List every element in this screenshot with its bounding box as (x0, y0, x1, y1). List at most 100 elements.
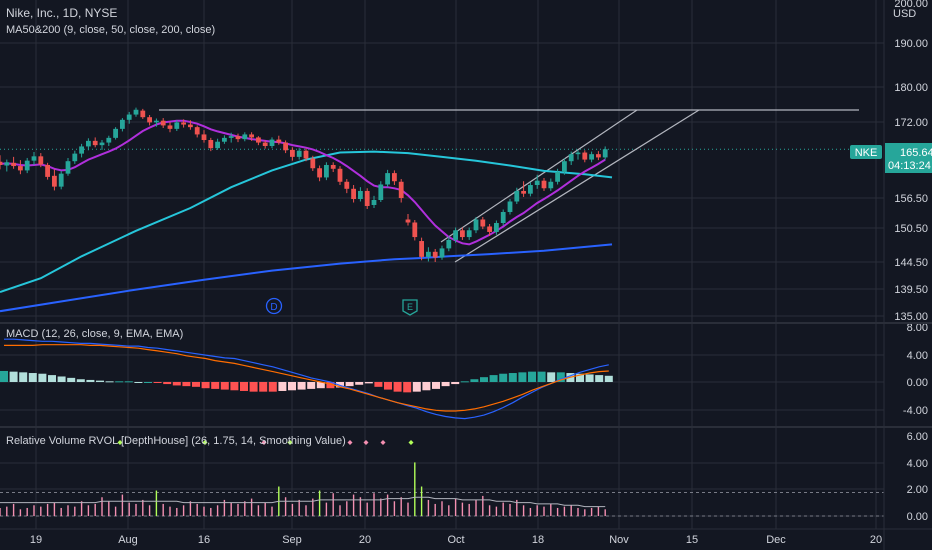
candle-body[interactable] (160, 120, 166, 126)
candle-body[interactable] (582, 152, 588, 160)
candle-body[interactable] (310, 158, 316, 169)
candle-body[interactable] (596, 154, 601, 158)
candle-body[interactable] (575, 152, 581, 155)
macd-hist-bar[interactable] (278, 382, 287, 391)
macd-hist-bar[interactable] (9, 371, 18, 382)
candle-body[interactable] (249, 134, 254, 138)
macd-hist-bar[interactable] (480, 377, 488, 382)
macd-hist-bar[interactable] (412, 382, 421, 392)
macd-hist-bar[interactable] (316, 382, 325, 389)
candle-body[interactable] (453, 230, 458, 240)
candle-body[interactable] (147, 117, 152, 123)
macd-hist-bar[interactable] (451, 382, 460, 385)
macd-hist-bar[interactable] (57, 376, 66, 382)
candle-body[interactable] (480, 219, 486, 227)
dividend-marker[interactable]: D (265, 297, 283, 315)
candle-body[interactable] (174, 122, 180, 129)
candle-body[interactable] (38, 156, 44, 165)
candle-body[interactable] (92, 140, 98, 146)
candle-body[interactable] (405, 219, 411, 223)
candle-body[interactable] (140, 110, 146, 118)
macd-hist-bar[interactable] (470, 379, 479, 382)
candle-body[interactable] (419, 241, 424, 257)
macd-indicator-label[interactable]: MACD (12, 26, close, 9, EMA, EMA) (6, 328, 183, 340)
candle-body[interactable] (58, 173, 64, 187)
macd-hist-bar[interactable] (556, 372, 565, 382)
currency-label[interactable]: USD (893, 8, 916, 20)
macd-hist-bar[interactable] (86, 379, 95, 382)
ma50-line[interactable] (0, 150, 613, 293)
macd-hist-bar[interactable] (297, 382, 306, 390)
macd-hist-bar[interactable] (230, 382, 239, 391)
ma9-line[interactable] (0, 119, 606, 246)
candle-body[interactable] (242, 134, 248, 140)
candle-body[interactable] (371, 200, 377, 205)
macd-hist-bar[interactable] (163, 382, 172, 385)
candle-body[interactable] (392, 173, 397, 182)
macd-hist-bar[interactable] (604, 375, 613, 382)
candle-body[interactable] (72, 153, 78, 162)
candle-body[interactable] (432, 251, 438, 258)
macd-hist-bar[interactable] (518, 372, 527, 382)
candle-body[interactable] (460, 230, 465, 238)
candle-body[interactable] (201, 134, 207, 140)
channel-lower-line[interactable] (454, 109, 700, 263)
macd-hist-bar[interactable] (96, 380, 104, 382)
candle-body[interactable] (521, 190, 526, 194)
candle-body[interactable] (126, 114, 132, 120)
candle-body[interactable] (113, 128, 118, 138)
candle-body[interactable] (120, 119, 125, 129)
candle-body[interactable] (106, 137, 112, 143)
candle-body[interactable] (99, 142, 105, 146)
candle-body[interactable] (446, 239, 452, 249)
macd-hist-bar[interactable] (192, 382, 200, 387)
candle-body[interactable] (337, 168, 343, 182)
ma-indicator-label[interactable]: MA50&200 (9, close, 50, close, 200, clos… (6, 24, 215, 36)
candle-body[interactable] (11, 162, 16, 167)
candle-body[interactable] (412, 222, 418, 238)
candle-body[interactable] (215, 141, 220, 149)
macd-hist-bar[interactable] (144, 382, 152, 383)
candle-body[interactable] (324, 164, 329, 178)
candle-body[interactable] (31, 156, 37, 161)
candle-body[interactable] (351, 188, 356, 199)
macd-hist-bar[interactable] (489, 375, 498, 382)
candle-body[interactable] (208, 140, 214, 149)
candle-body[interactable] (0, 161, 3, 165)
candle-body[interactable] (24, 160, 30, 171)
macd-hist-bar[interactable] (441, 382, 450, 387)
macd-hist-bar[interactable] (0, 370, 8, 382)
macd-hist-bar[interactable] (220, 382, 229, 390)
candle-body[interactable] (167, 125, 173, 129)
macd-hist-bar[interactable] (307, 382, 316, 389)
macd-hist-bar[interactable] (105, 381, 114, 383)
macd-hist-bar[interactable] (576, 373, 584, 382)
ma200-line[interactable] (0, 243, 613, 313)
macd-hist-bar[interactable] (38, 373, 47, 382)
macd-hist-bar[interactable] (288, 382, 296, 391)
candle-body[interactable] (18, 166, 23, 171)
macd-hist-bar[interactable] (460, 381, 469, 383)
macd-hist-bar[interactable] (374, 382, 383, 387)
candle-body[interactable] (181, 122, 186, 125)
rvol-pane[interactable] (0, 440, 884, 517)
macd-hist-bar[interactable] (48, 375, 56, 382)
macd-hist-bar[interactable] (211, 382, 220, 389)
macd-hist-bar[interactable] (76, 379, 85, 382)
macd-hist-bar[interactable] (432, 382, 440, 389)
macd-hist-bar[interactable] (508, 373, 517, 382)
macd-hist-bar[interactable] (115, 381, 124, 383)
candle-body[interactable] (45, 164, 50, 177)
macd-hist-bar[interactable] (345, 382, 354, 387)
candle-body[interactable] (589, 154, 594, 160)
candle-body[interactable] (528, 185, 533, 194)
candle-body[interactable] (494, 223, 499, 232)
candle-body[interactable] (303, 150, 309, 159)
candle-body[interactable] (602, 149, 608, 158)
macd-hist-bar[interactable] (172, 382, 181, 386)
macd-hist-bar[interactable] (384, 382, 392, 390)
candle-body[interactable] (541, 180, 547, 189)
macd-hist-bar[interactable] (240, 382, 248, 391)
macd-hist-bar[interactable] (355, 382, 364, 385)
